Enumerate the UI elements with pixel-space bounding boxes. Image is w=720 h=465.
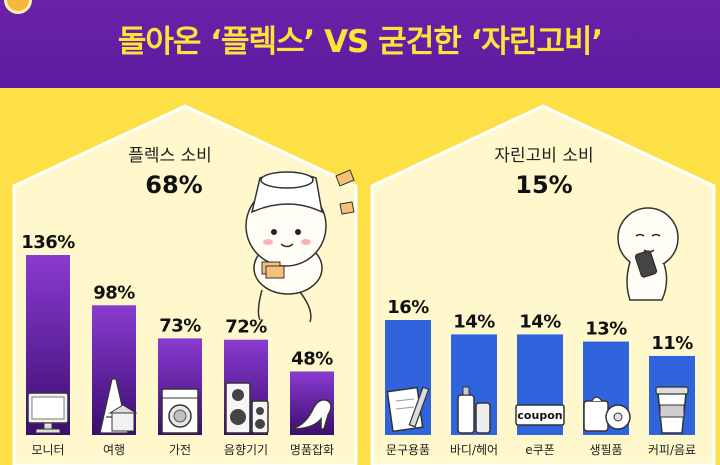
frugal-value-label-2: 14%	[519, 311, 561, 332]
eiffel-tower-icon	[99, 378, 138, 434]
frugal-category-label-2: e쿠폰	[525, 443, 554, 457]
frugal-value-label-4: 11%	[651, 333, 693, 354]
frugal-character-illustration	[617, 207, 679, 301]
coffee-cup-icon	[655, 386, 689, 434]
flex-chart-title: 플렉스 소비	[128, 146, 212, 166]
header-banner: 돌아온 ‘플렉스’ VS 굳건한 ‘자린고비’	[0, 0, 720, 88]
stationery-icon	[386, 386, 430, 433]
tissue-icon	[583, 396, 631, 432]
flex-value-label-2: 73%	[159, 315, 201, 336]
frugal-chart-title: 자린고비 소비	[494, 146, 593, 166]
frugal-category-label-4: 커피/음료	[648, 443, 696, 457]
flex-category-label-3: 음향기기	[224, 443, 268, 457]
flex-character-illustration	[245, 169, 355, 323]
flex-category-label-2: 가전	[169, 443, 191, 457]
flex-category-label-4: 명품잡화	[290, 443, 334, 457]
frugal-value-label-1: 14%	[453, 311, 495, 332]
speaker-icon	[225, 382, 269, 434]
washing-machine-icon	[161, 388, 199, 434]
bottle-icon	[457, 386, 491, 434]
flex-value-label-1: 98%	[93, 282, 135, 303]
flex-value-label-0: 136%	[21, 232, 75, 253]
flex-value-label-4: 48%	[291, 348, 333, 369]
frugal-chart-percent: 15%	[515, 171, 572, 199]
monitor-icon	[27, 392, 69, 434]
flex-value-label-3: 72%	[225, 317, 267, 338]
frugal-category-label-1: 바디/헤어	[450, 443, 498, 457]
coupon-icon: coupon	[515, 404, 565, 426]
high-heel-icon	[291, 399, 332, 430]
frugal-value-label-0: 16%	[387, 297, 429, 318]
frugal-category-label-0: 문구용품	[386, 443, 430, 457]
flex-chart-percent: 68%	[145, 171, 202, 199]
frugal-category-label-3: 생필품	[589, 443, 622, 457]
bars-layer: 136% 모니터 98% 여행 73% 가전 72% 음향기기 48% 명품잡화 16% 문구용품 14…	[21, 232, 696, 457]
page-title: 돌아온 ‘플렉스’ VS 굳건한 ‘자린고비’	[117, 24, 603, 60]
flex-category-label-0: 모니터	[31, 443, 64, 457]
flex-category-label-1: 여행	[103, 442, 125, 457]
coupon-icon-text: coupon	[517, 409, 562, 422]
frugal-value-label-3: 13%	[585, 319, 627, 340]
